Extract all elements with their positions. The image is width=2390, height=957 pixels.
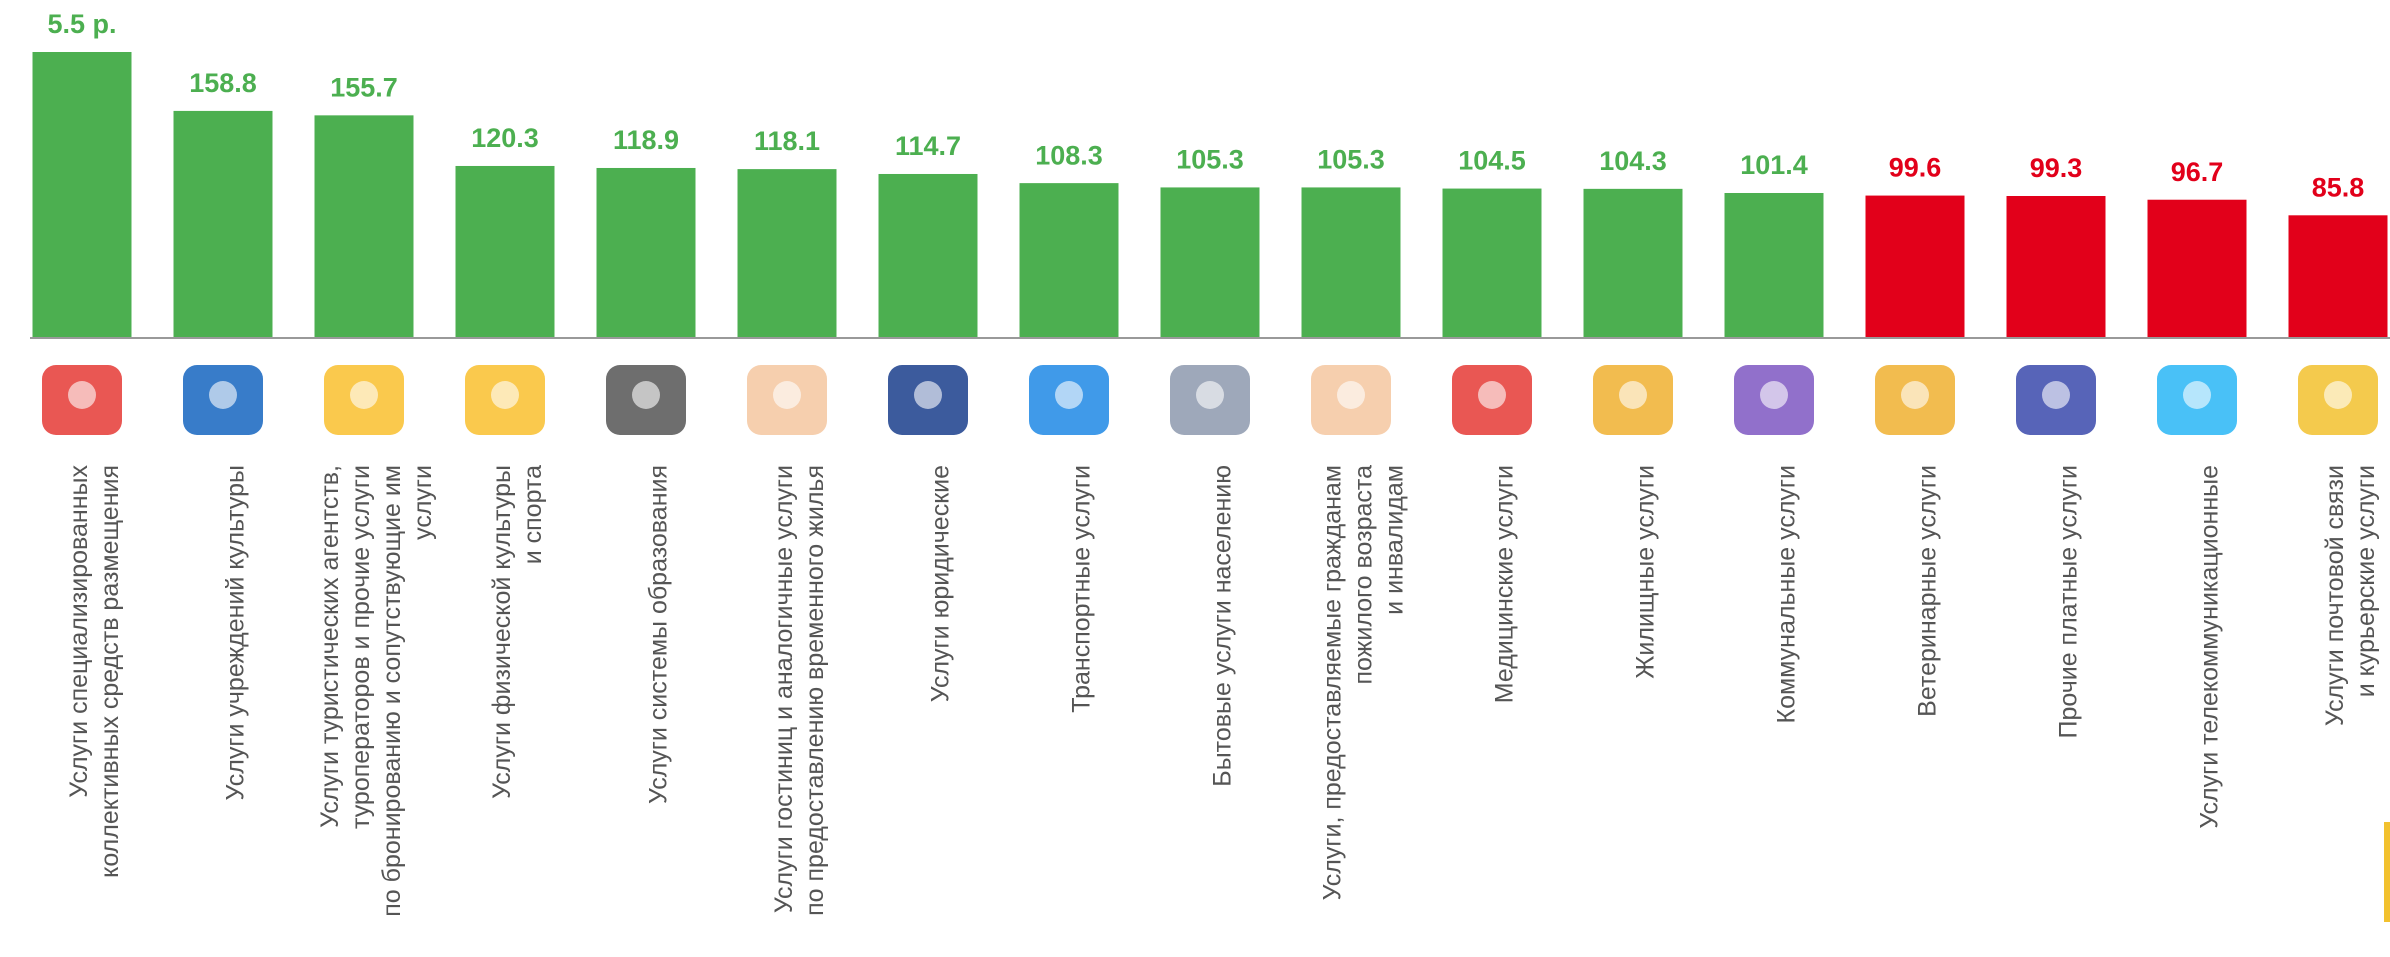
category-label: Услуги гостиниц и аналогичные услуги xyxy=(770,465,798,913)
category-label: Услуги специализированных xyxy=(65,465,93,798)
icon xyxy=(1055,381,1083,409)
bar xyxy=(314,115,414,338)
icon xyxy=(2324,381,2352,409)
category-label: Прочие платные услуги xyxy=(2055,465,2083,739)
icon xyxy=(1196,381,1224,409)
category-label: Услуги телекоммуникационные xyxy=(2196,465,2224,829)
bar xyxy=(737,169,837,338)
value-label: 108.3 xyxy=(1035,140,1103,170)
category-label: Транспортные услуги xyxy=(1068,465,1096,713)
icon xyxy=(1760,381,1788,409)
category-label: Бытовые услуги населению xyxy=(1209,465,1237,787)
bar xyxy=(32,52,132,338)
category-label: пожилого возраста xyxy=(1350,465,1378,685)
icon xyxy=(68,381,96,409)
category-label: по бронированию и сопутствующие им xyxy=(378,465,406,917)
icon xyxy=(209,381,237,409)
bar xyxy=(1583,188,1683,338)
value-label: 114.7 xyxy=(895,131,961,161)
value-label: 104.3 xyxy=(1599,146,1667,176)
category-label: по предоставлению временного жилья xyxy=(801,465,829,916)
value-label: 99.6 xyxy=(1889,153,1942,183)
bar xyxy=(1724,192,1824,338)
icon xyxy=(632,381,660,409)
value-label: 118.9 xyxy=(613,125,679,155)
category-label: услуги xyxy=(409,465,437,540)
category-label: Услуги юридические xyxy=(927,465,955,702)
category-label: Услуги системы образования xyxy=(645,465,673,804)
bar xyxy=(455,165,555,338)
value-label: 155.7 xyxy=(330,72,398,102)
category-label: Ветеринарные услуги xyxy=(1914,465,1942,717)
bar xyxy=(1865,195,1965,338)
bar xyxy=(1019,183,1119,338)
value-label: 105.3 xyxy=(1176,145,1244,175)
bar xyxy=(1301,187,1401,338)
category-label: Услуги, предоставляемые гражданам xyxy=(1319,465,1347,900)
value-label: 99.3 xyxy=(2030,153,2083,183)
icon xyxy=(2042,381,2070,409)
category-label: Услуги почтовой связи xyxy=(2321,465,2349,726)
bar xyxy=(2288,215,2388,338)
value-label: 85.8 xyxy=(2312,172,2365,202)
bar xyxy=(596,167,696,338)
category-label: и спорта xyxy=(519,465,547,564)
bar xyxy=(1160,187,1260,338)
category-label: Жилищные услуги xyxy=(1632,465,1660,679)
category-label: коллективных средств размещения xyxy=(96,465,124,878)
value-label: 118.1 xyxy=(754,126,820,156)
value-label: 101.4 xyxy=(1740,150,1808,180)
category-label: Услуги физической культуры xyxy=(488,465,516,799)
value-label: 104.5 xyxy=(1458,146,1526,176)
icon xyxy=(1619,381,1647,409)
category-label: Услуги учреждений культуры xyxy=(222,465,250,800)
icon xyxy=(914,381,942,409)
icon xyxy=(1478,381,1506,409)
bar xyxy=(2006,196,2106,338)
bar xyxy=(878,173,978,338)
icon xyxy=(773,381,801,409)
icon xyxy=(350,381,378,409)
category-label: Коммунальные услуги xyxy=(1773,465,1801,723)
icon xyxy=(1337,381,1365,409)
bar xyxy=(1442,188,1542,338)
icon xyxy=(2183,381,2211,409)
category-label: и инвалидам xyxy=(1381,465,1409,615)
decoration xyxy=(2384,822,2390,922)
value-label: 158.8 xyxy=(189,68,257,98)
bar xyxy=(2147,199,2247,338)
value-label: 105.3 xyxy=(1317,145,1385,175)
plot-area xyxy=(32,52,2388,338)
category-label: туроператоров и прочие услуги xyxy=(347,465,375,829)
bar xyxy=(173,110,273,338)
category-label: и курьерские услуги xyxy=(2352,465,2380,697)
icon xyxy=(491,381,519,409)
value-label: 120.3 xyxy=(471,123,539,153)
value-label: 96.7 xyxy=(2171,157,2224,187)
category-label: Услуги туристических агентств, xyxy=(316,465,344,828)
icon xyxy=(1901,381,1929,409)
value-label: 5.5 р. xyxy=(47,9,116,39)
category-label: Медицинские услуги xyxy=(1491,465,1519,703)
